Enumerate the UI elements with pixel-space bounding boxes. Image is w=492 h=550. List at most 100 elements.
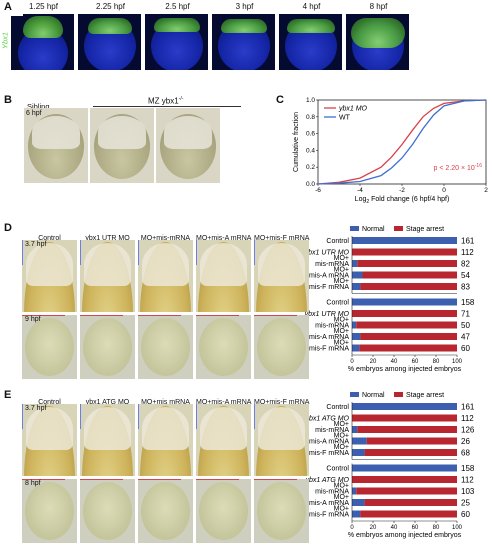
legend-normal-swatch [350, 392, 359, 397]
embryo-count: 161 [461, 237, 475, 246]
panel-label-e: E [4, 389, 12, 401]
margin-line [80, 315, 123, 316]
legend-arrest-swatch [394, 226, 403, 231]
embryo [83, 482, 132, 540]
y-tick-label: 0.8 [306, 114, 315, 121]
bar-category-label: ybx1 ATG MO [304, 477, 349, 484]
condition-label: MO+mis-F mRNA [254, 399, 310, 406]
bar-category-label: MO+ [334, 444, 349, 451]
margin-line [254, 479, 297, 480]
bar-normal [352, 499, 365, 506]
embryo [141, 318, 190, 376]
bar-normal [352, 426, 358, 433]
bar-stage-arrest [360, 333, 457, 340]
ybx1-fluorescence-image [78, 14, 141, 70]
legend-normal-swatch [350, 226, 359, 231]
embryo-image: 3.7 hpf [22, 404, 77, 476]
bar-category-label: Control [326, 300, 349, 307]
brightfield-image [90, 108, 154, 183]
stage-label: 2.25 hpf [96, 2, 125, 11]
bar-category-label: mis-F mRNA [309, 346, 349, 353]
margin-line [22, 315, 65, 316]
bar-category-label: mis-A mRNA [309, 273, 349, 280]
margin-line [22, 479, 65, 480]
bar-category-label: MO+ [334, 278, 349, 285]
panel-label-b: B [4, 94, 12, 106]
measure-line [254, 404, 255, 430]
bar-stage-arrest [357, 260, 457, 267]
blastoderm [84, 243, 131, 287]
bar-stage-arrest [357, 426, 457, 433]
x-tick-label: -2 [399, 187, 405, 194]
embryo-count: 126 [461, 426, 475, 435]
legend-arrest: Stage arrest [406, 392, 444, 399]
legend-normal: Normal [362, 392, 385, 399]
x-tick-label: 0 [350, 525, 354, 531]
embryo [25, 482, 74, 540]
measure-line [138, 404, 139, 430]
embryo-count: 82 [461, 260, 470, 269]
x-tick-label: -6 [315, 187, 321, 194]
blastoderm [258, 243, 305, 287]
bar-category-label: MO+ [334, 494, 349, 501]
blastoderm [258, 407, 305, 451]
bar-category-label: mis-A mRNA [309, 439, 349, 446]
embryo-count: 25 [461, 499, 470, 508]
embryo [141, 482, 190, 540]
blastoderm [200, 407, 247, 451]
bar-stage-arrest [359, 344, 457, 352]
bar-category-label: mis-mRNA [315, 261, 349, 268]
bar-category-label: mis-mRNA [315, 323, 349, 330]
ybx1-signal [87, 18, 132, 34]
panel-label-a: A [4, 1, 12, 13]
x-tick-label: 40 [391, 525, 398, 531]
bar-stage-arrest [364, 449, 457, 456]
measure-line [22, 240, 23, 266]
embryo-count: 161 [461, 403, 475, 412]
condition-label: MO+mis-F mRNA [254, 235, 310, 242]
embryo-image [196, 240, 251, 312]
embryo-image [196, 404, 251, 476]
embryo-count: 112 [461, 414, 474, 423]
p-value: p < 2.20 × 10-16 [434, 163, 483, 172]
bar-normal [352, 271, 363, 279]
blastoderm [142, 407, 189, 451]
measure-line [196, 404, 197, 430]
bar-category-label: MO+ [334, 317, 349, 324]
margin-line [138, 479, 181, 480]
embryo-image [254, 315, 309, 379]
measure-line [196, 240, 197, 266]
bar-normal [352, 449, 365, 456]
embryo-count: 103 [461, 487, 475, 496]
bar-category-label: mis-F mRNA [309, 450, 349, 457]
stage-label: 2.5 hpf [165, 2, 190, 11]
brightfield-image: 6 hpf [24, 108, 88, 183]
bar-category-label: MO+ [334, 255, 349, 262]
bar-normal [352, 237, 457, 244]
ybx1-fluorescence-image [212, 14, 275, 70]
blastoderm [164, 116, 212, 149]
ybx1-fluorescence-image [11, 14, 74, 70]
condition-label: MO+mis-A mRNA [196, 399, 252, 406]
x-tick-label: -4 [357, 187, 363, 194]
bar-stage-arrest [366, 437, 457, 445]
condition-label: ybx1 UTR MO [85, 235, 130, 242]
legend-arrest-swatch [394, 392, 403, 397]
stage-label: 8 hpf [25, 480, 41, 487]
bar-category-label: MO+ [334, 506, 349, 513]
stage-label: 3.7 hpf [25, 241, 47, 248]
embryo-image [138, 240, 193, 312]
embryo-count: 60 [461, 344, 470, 353]
ybx1-signal [286, 19, 335, 33]
embryo-image [80, 240, 135, 312]
bar-stage-arrest [360, 283, 457, 290]
bar-category-label: mis-A mRNA [309, 500, 349, 507]
embryo-image [196, 315, 251, 379]
condition-label: MO+mis-mRNA [140, 235, 191, 242]
bar-category-label: mis-F mRNA [309, 284, 349, 291]
ybx1-fluorescence-image [279, 14, 342, 70]
x-tick-label: 20 [370, 525, 377, 531]
x-tick-label: 80 [433, 359, 440, 365]
blastoderm [142, 243, 189, 287]
x-axis-label: % embryos among injected embryos [348, 532, 462, 539]
